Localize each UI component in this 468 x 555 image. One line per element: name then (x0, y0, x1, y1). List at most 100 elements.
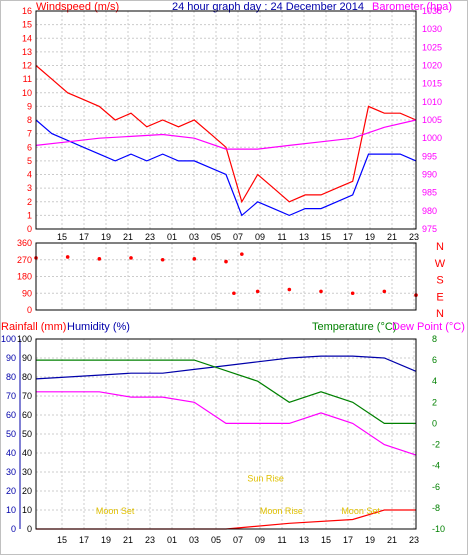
x-tick-label: 19 (101, 232, 111, 242)
direction-point (240, 252, 244, 256)
barometer-tick-label: 1015 (422, 79, 442, 89)
temperature-axis-ticks: -10 -8 -6 -4 -2 0 2 4 6 8 (432, 334, 445, 534)
x-tick-label: 05 (211, 535, 221, 545)
temperature-label: Temperature (°C) (312, 321, 396, 333)
barometer-axis-ticks: 975 980 985 990 995 1000 1005 1010 1015 1020 1025 1… (422, 6, 442, 234)
barometer-line (35, 119, 417, 150)
barometer-tick-label: 1035 (422, 6, 442, 16)
rainfall-tick-label: 60 (6, 410, 16, 420)
x-tick-label: 15 (57, 535, 67, 545)
rainfall-tick-label: 70 (6, 391, 16, 401)
barometer-tick-label: 1030 (422, 24, 442, 34)
x-tick-label: 07 (233, 232, 243, 242)
direction-point (160, 257, 165, 262)
windspeed-tick-label: 14 (22, 33, 32, 43)
windspeed-tick-label: 9 (27, 101, 32, 111)
windspeed-tick-label: 10 (22, 88, 32, 98)
compass-label: W (435, 258, 446, 270)
direction-point (97, 257, 102, 261)
x-tick-label: 01 (167, 232, 177, 242)
rainfall-tick-label: 90 (6, 353, 16, 363)
rainfall-tick-label: 30 (6, 467, 16, 477)
gust-line (35, 65, 417, 204)
temperature-tick-label: 2 (432, 397, 437, 407)
temperature-tick-label: 8 (432, 334, 437, 344)
panel3-grid (36, 338, 416, 530)
compass-label: E (436, 291, 443, 303)
panel2-grid (36, 242, 416, 311)
humidity-tick-label: 60 (22, 410, 32, 420)
windspeed-tick-label: 8 (27, 115, 32, 125)
rainfall-tick-label: 50 (6, 429, 16, 439)
x-tick-label: 07 (233, 535, 243, 545)
dewpoint-label: Dew Point (°C) (392, 321, 465, 333)
barometer-tick-label: 985 (422, 188, 437, 198)
x-tick-label: 09 (255, 535, 265, 545)
x-tick-label: 05 (211, 232, 221, 242)
x-tick-label: 21 (387, 232, 397, 242)
x-tick-label: 23 (145, 535, 155, 545)
astro-annotation: Moon Set (96, 506, 135, 516)
windspeed-tick-label: 15 (22, 20, 32, 30)
humidity-tick-label: 50 (22, 429, 32, 439)
direction-point (232, 291, 236, 296)
barometer-label: Barometer (hpa) (372, 1, 452, 13)
x-tick-label: 21 (123, 535, 133, 545)
humidity-line (35, 355, 417, 380)
temperature-tick-label: 0 (432, 418, 437, 428)
panel3-series (35, 355, 417, 530)
barometer-tick-label: 1005 (422, 115, 442, 125)
barometer-tick-label: 1000 (422, 133, 442, 143)
x-tick-label: 13 (299, 535, 309, 545)
windspeed-label: Windspeed (m/s) (36, 1, 119, 13)
windspeed-tick-label: 13 (22, 47, 32, 57)
panel1-series (35, 65, 417, 217)
direction-points (34, 252, 418, 297)
panel1-grid (36, 10, 416, 230)
temperature-line (36, 359, 416, 424)
windspeed-tick-label: 11 (23, 74, 32, 84)
barometer-tick-label: 1020 (422, 61, 442, 71)
x-tick-label: 23 (409, 535, 419, 545)
rainfall-tick-label: 100 (1, 334, 16, 344)
rainfall-tick-label: 10 (6, 505, 16, 515)
direction-point (287, 287, 292, 292)
temperature-tick-label: -8 (432, 503, 440, 513)
panel3-frame (35, 338, 417, 530)
direction-tick-label: 360 (17, 238, 32, 248)
temperature-tick-label: 6 (432, 355, 437, 365)
speed-line (35, 119, 417, 217)
direction-point (129, 256, 133, 260)
x-tick-label: 11 (277, 535, 286, 545)
temperature-tick-label: 4 (432, 376, 437, 386)
humidity-tick-label: 30 (22, 467, 32, 477)
rainfall-axis-ticks: 0 10 20 30 40 50 60 70 80 90 100 (1, 334, 21, 534)
x-tick-label: 21 (387, 535, 397, 545)
x-tick-label: 15 (57, 232, 67, 242)
windspeed-tick-label: 7 (27, 129, 32, 139)
x-tick-label: 23 (409, 232, 419, 242)
humidity-tick-label: 10 (22, 505, 32, 515)
astro-annotation: Sun Rise (247, 474, 284, 484)
astro-annotation: Moon Set (341, 506, 380, 516)
humidity-tick-label: 40 (22, 448, 32, 458)
compass-label: S (436, 275, 443, 287)
barometer-tick-label: 1010 (422, 97, 442, 107)
x-tick-label: 09 (255, 232, 265, 242)
barometer-tick-label: 990 (422, 170, 437, 180)
humidity-tick-label: 70 (22, 391, 32, 401)
direction-tick-label: 270 (17, 255, 32, 265)
x-tick-label: 11 (277, 232, 286, 242)
rainfall-tick-label: 20 (6, 486, 16, 496)
direction-point (224, 259, 228, 264)
compass-label: N (436, 308, 444, 320)
x-tick-label: 03 (189, 535, 199, 545)
x-tick-label: 19 (365, 535, 375, 545)
humidity-tick-label: 20 (22, 486, 32, 496)
astro-annotation: Moon Rise (260, 506, 303, 516)
direction-point (319, 289, 323, 294)
